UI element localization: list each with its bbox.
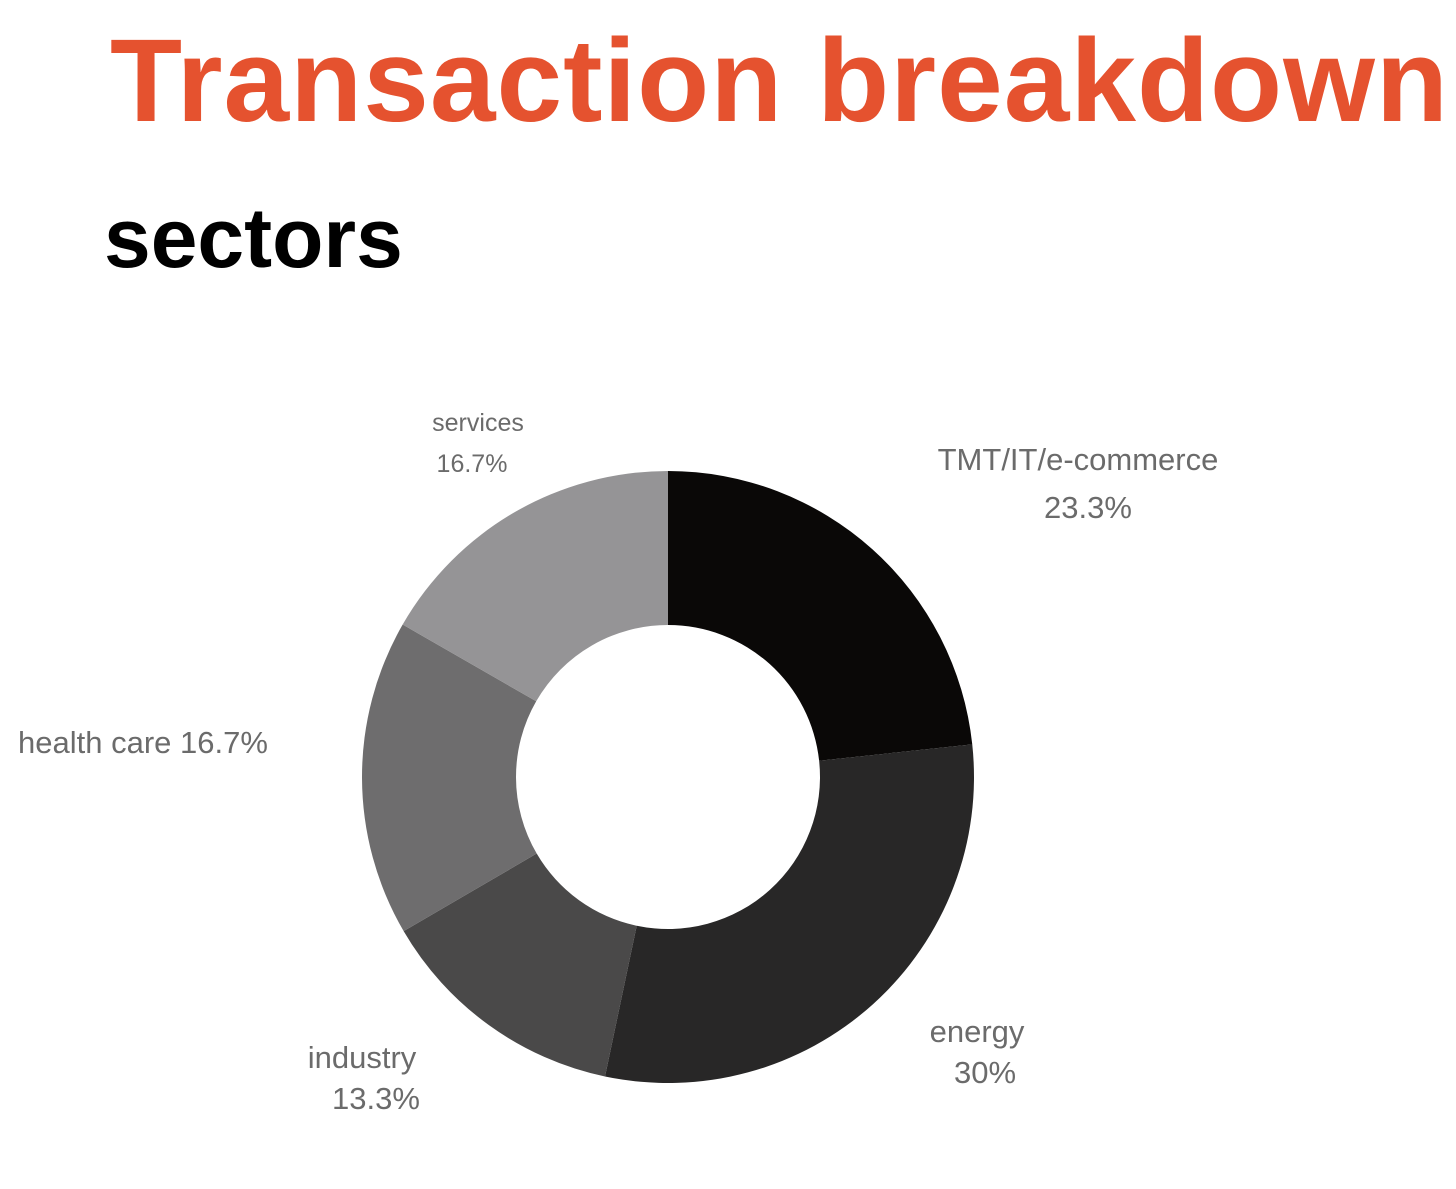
donut-slices: [361, 471, 975, 1083]
chart-subtitle: sectors: [104, 191, 403, 285]
chart-title: Transaction breakdown: [110, 15, 1449, 147]
slice-value-label: 23.3%: [1044, 490, 1132, 525]
slice-label: energy: [930, 1014, 1025, 1049]
slice-health-care: [361, 624, 537, 932]
slice-label: services: [432, 409, 524, 437]
slice-services: [402, 471, 668, 702]
slice-label: health care 16.7%: [18, 725, 268, 760]
slice-value-label: 30%: [954, 1055, 1016, 1090]
slice-label: industry: [308, 1040, 417, 1075]
slice-industry: [403, 853, 637, 1077]
slice-value-label: 16.7%: [437, 450, 508, 478]
slice-tmt-it-e-commerce: [668, 471, 973, 761]
slice-value-label: 13.3%: [332, 1081, 420, 1116]
slice-labels: TMT/IT/e-commerce 23.3% energy 30% industry 1…: [18, 409, 1218, 1116]
slice-label: TMT/IT/e-commerce: [938, 442, 1219, 477]
slice-energy: [605, 744, 975, 1083]
